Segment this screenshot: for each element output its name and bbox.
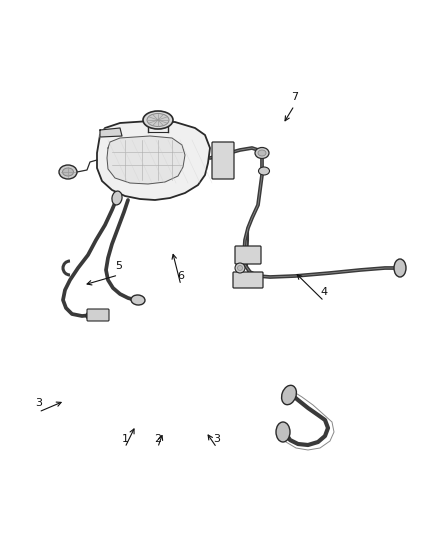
Circle shape xyxy=(235,263,245,273)
Ellipse shape xyxy=(59,165,77,179)
Polygon shape xyxy=(107,136,185,184)
Ellipse shape xyxy=(143,111,173,129)
Ellipse shape xyxy=(131,295,145,305)
Text: 3: 3 xyxy=(213,434,220,443)
Polygon shape xyxy=(97,121,210,200)
Ellipse shape xyxy=(112,191,122,205)
Text: 5: 5 xyxy=(115,261,122,271)
Text: 4: 4 xyxy=(321,287,328,297)
FancyBboxPatch shape xyxy=(212,142,234,179)
Text: 1: 1 xyxy=(121,434,128,443)
Polygon shape xyxy=(100,128,122,137)
Ellipse shape xyxy=(282,385,297,405)
FancyBboxPatch shape xyxy=(87,309,109,321)
Ellipse shape xyxy=(258,150,266,156)
Text: 7: 7 xyxy=(291,92,298,101)
Circle shape xyxy=(237,265,243,271)
FancyBboxPatch shape xyxy=(233,272,263,288)
Ellipse shape xyxy=(147,114,169,126)
Text: 3: 3 xyxy=(35,398,42,408)
Text: 6: 6 xyxy=(177,271,184,281)
Ellipse shape xyxy=(86,310,100,320)
Ellipse shape xyxy=(255,148,269,158)
Ellipse shape xyxy=(258,167,269,175)
Ellipse shape xyxy=(394,259,406,277)
Ellipse shape xyxy=(63,168,74,176)
FancyBboxPatch shape xyxy=(235,246,261,264)
Text: 2: 2 xyxy=(154,434,161,443)
Ellipse shape xyxy=(276,422,290,442)
